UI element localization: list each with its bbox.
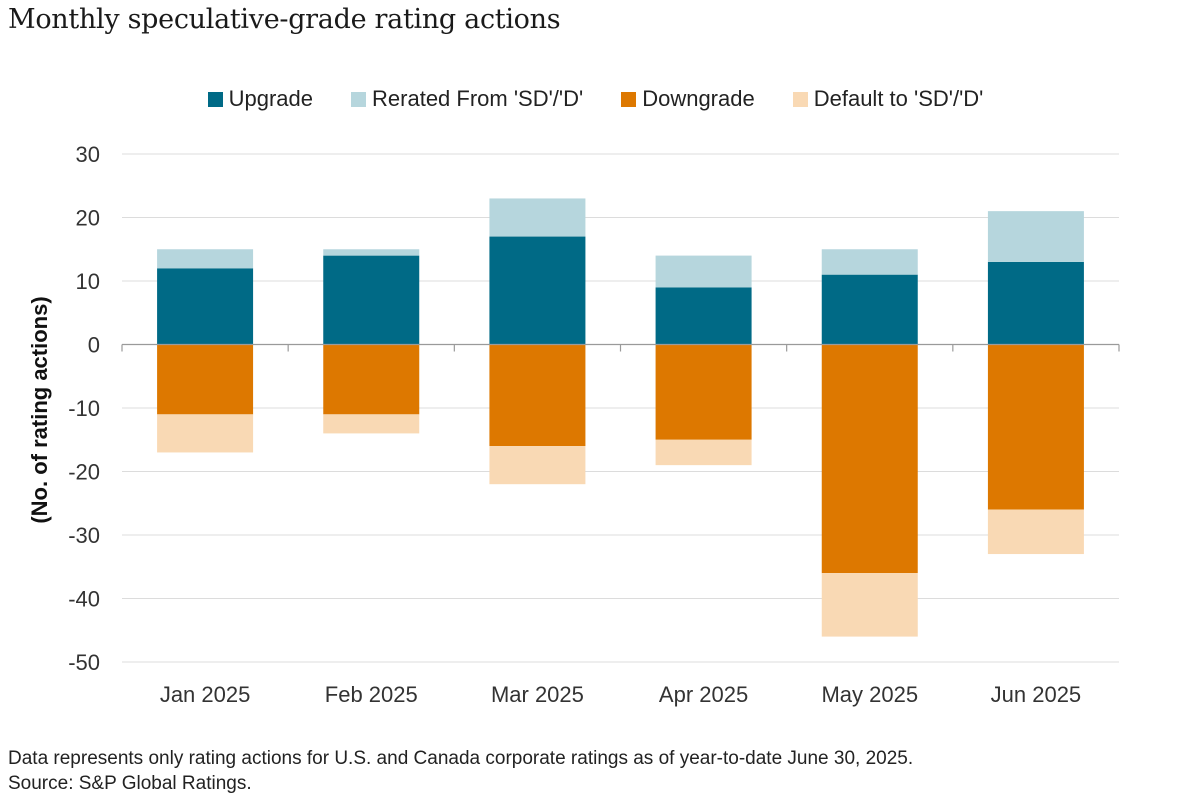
legend-swatch-rerated bbox=[351, 91, 367, 107]
bar-rerated-from-sd-d-1 bbox=[157, 249, 254, 269]
bar-rerated-from-sd-d-6 bbox=[987, 211, 1084, 262]
legend-item-default: Default to 'SD'/'D' bbox=[792, 86, 984, 112]
stacked-bar-chart: 30 20 10 0 -10 -20 -30 -40 -50 Jan 2025 Feb 2025 Ma… bbox=[27, 142, 1120, 707]
bar-upgrade-2 bbox=[323, 255, 420, 345]
x-tick-label: Mar 2025 bbox=[491, 682, 584, 707]
legend-item-rerated: Rerated From 'SD'/'D' bbox=[351, 86, 583, 112]
y-tick-label: 20 bbox=[76, 206, 100, 231]
bar-downgrade-2 bbox=[323, 344, 420, 415]
bar-downgrade-6 bbox=[987, 344, 1084, 510]
bar-upgrade-4 bbox=[655, 287, 752, 345]
x-tick-label: Apr 2025 bbox=[659, 682, 748, 707]
bar-rerated-from-sd-d-3 bbox=[489, 198, 586, 237]
bar-default-to-sd-d-2 bbox=[323, 414, 420, 434]
bar-rerated-from-sd-d-2 bbox=[323, 249, 420, 256]
legend-label-rerated: Rerated From 'SD'/'D' bbox=[372, 86, 584, 111]
bar-default-to-sd-d-6 bbox=[987, 509, 1084, 555]
legend-item-downgrade: Downgrade bbox=[621, 86, 755, 112]
axes: 30 20 10 0 -10 -20 -30 -40 -50 Jan 2025 Feb 2025 Ma… bbox=[68, 142, 1120, 707]
chart-title: Monthly speculative-grade rating actions bbox=[8, 4, 561, 35]
y-tick-label: 30 bbox=[76, 142, 100, 167]
legend-swatch-downgrade bbox=[621, 91, 637, 107]
bar-downgrade-1 bbox=[157, 344, 254, 415]
x-tick-label: Jan 2025 bbox=[160, 682, 251, 707]
x-tick-label: May 2025 bbox=[821, 682, 918, 707]
y-tick-label: 10 bbox=[76, 269, 100, 294]
bar-downgrade-3 bbox=[489, 344, 586, 447]
legend-swatch-upgrade bbox=[207, 91, 223, 107]
legend-swatch-default bbox=[792, 91, 808, 107]
bar-upgrade-3 bbox=[489, 236, 586, 345]
chart-legend: Upgrade Rerated From 'SD'/'D' Downgrade … bbox=[0, 86, 1191, 112]
y-tick-label: -40 bbox=[68, 587, 100, 612]
bars bbox=[157, 198, 1084, 637]
legend-label-downgrade: Downgrade bbox=[642, 86, 755, 111]
footnote: Data represents only rating actions for … bbox=[8, 746, 913, 796]
y-axis-label: (No. of rating actions) bbox=[27, 296, 52, 523]
legend-label-default: Default to 'SD'/'D' bbox=[813, 86, 984, 111]
y-tick-label: -10 bbox=[68, 396, 100, 421]
bar-rerated-from-sd-d-5 bbox=[821, 249, 918, 275]
bar-upgrade-1 bbox=[157, 268, 254, 345]
footnote-source: Source: S&P Global Ratings. bbox=[8, 773, 252, 794]
gridlines bbox=[122, 153, 1119, 663]
bar-downgrade-5 bbox=[821, 344, 918, 574]
footnote-note: Data represents only rating actions for … bbox=[8, 748, 914, 769]
bar-upgrade-5 bbox=[821, 274, 918, 345]
y-tick-label: -50 bbox=[68, 650, 100, 675]
legend-label-upgrade: Upgrade bbox=[228, 86, 314, 111]
y-tick-label: -30 bbox=[68, 523, 100, 548]
y-tick-label: 0 bbox=[88, 333, 100, 358]
bar-default-to-sd-d-4 bbox=[655, 439, 752, 466]
y-tick-label: -20 bbox=[68, 460, 100, 485]
bar-rerated-from-sd-d-4 bbox=[655, 255, 752, 288]
bar-default-to-sd-d-3 bbox=[489, 446, 586, 485]
legend-item-upgrade: Upgrade bbox=[207, 86, 314, 112]
x-tick-label: Jun 2025 bbox=[991, 682, 1082, 707]
x-tick-label: Feb 2025 bbox=[325, 682, 418, 707]
bar-upgrade-6 bbox=[987, 261, 1084, 345]
bar-default-to-sd-d-1 bbox=[157, 414, 254, 453]
bar-default-to-sd-d-5 bbox=[821, 573, 918, 637]
bar-downgrade-4 bbox=[655, 344, 752, 440]
